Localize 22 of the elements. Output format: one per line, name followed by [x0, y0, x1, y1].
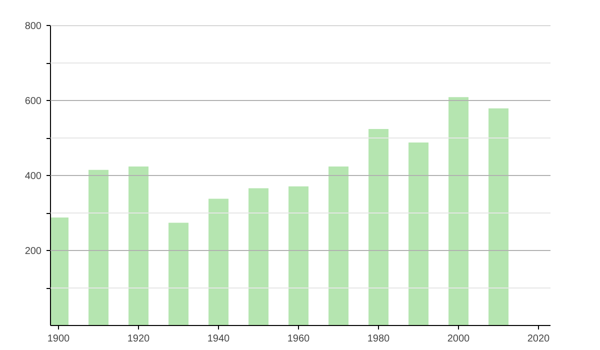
bar	[408, 142, 428, 326]
bar	[368, 129, 388, 326]
x-tick-label: 1940	[207, 334, 230, 344]
bar	[128, 166, 148, 326]
x-tick-label: 2000	[447, 334, 470, 344]
bar	[328, 166, 348, 326]
bar	[208, 198, 228, 326]
x-tick-label: 1900	[47, 334, 70, 344]
y-tick-label: 800	[24, 21, 42, 32]
bar	[448, 97, 468, 326]
bar	[248, 188, 268, 326]
y-tick-label: 400	[24, 171, 42, 182]
bar	[88, 170, 108, 326]
x-tick-label: 1960	[287, 334, 310, 344]
x-tick-label: 1920	[127, 334, 150, 344]
x-tick-label: 2020	[527, 334, 550, 344]
bar	[488, 108, 508, 326]
y-tick-label: 200	[24, 246, 42, 257]
y-tick-label: 600	[24, 96, 42, 107]
x-tick-label: 1980	[367, 334, 390, 344]
bar	[288, 186, 308, 326]
bar	[168, 222, 188, 326]
